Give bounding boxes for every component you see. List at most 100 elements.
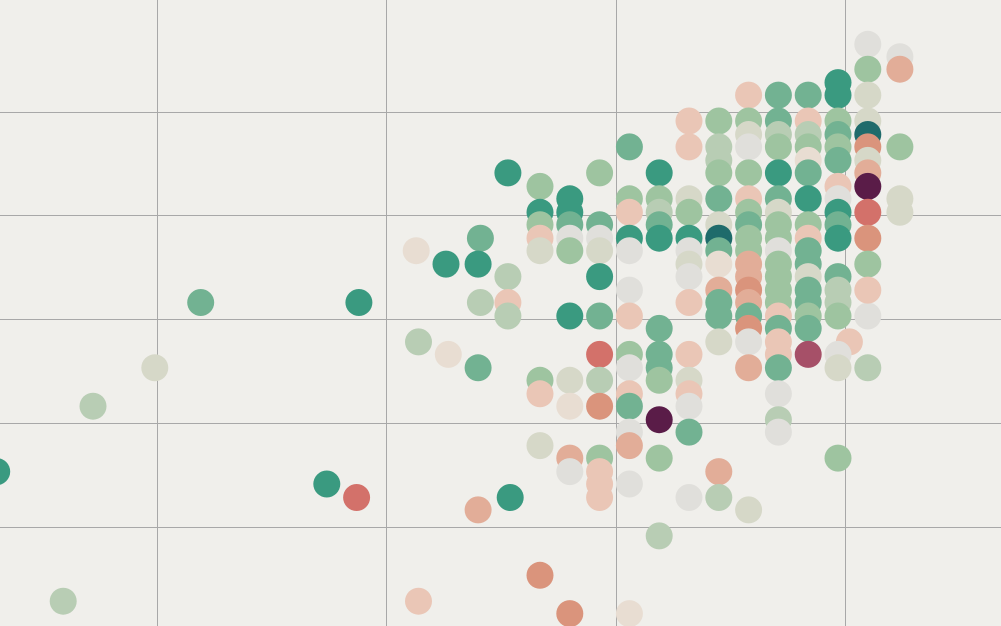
data-point-110 xyxy=(586,263,614,291)
data-point-6 xyxy=(735,81,763,109)
data-point-93 xyxy=(556,237,584,265)
data-point-101 xyxy=(432,250,460,278)
data-point-111 xyxy=(675,263,703,291)
data-point-67 xyxy=(886,198,914,226)
data-point-86 xyxy=(824,224,852,252)
data-points xyxy=(0,30,914,626)
data-point-132 xyxy=(494,302,522,330)
data-point-147 xyxy=(705,328,733,356)
data-point-92 xyxy=(526,237,554,265)
data-point-23 xyxy=(615,133,643,161)
data-point-102 xyxy=(464,250,492,278)
data-point-182 xyxy=(645,406,673,434)
data-point-211 xyxy=(556,600,584,626)
data-point-12 xyxy=(705,107,733,135)
data-point-4 xyxy=(886,55,914,83)
data-point-157 xyxy=(794,340,822,368)
data-point-167 xyxy=(464,354,492,382)
data-point-66 xyxy=(854,198,882,226)
data-point-159 xyxy=(434,340,462,368)
data-point-94 xyxy=(586,237,614,265)
data-point-45 xyxy=(526,172,554,200)
data-point-133 xyxy=(556,302,584,330)
data-point-39 xyxy=(705,159,733,187)
data-point-205 xyxy=(464,496,492,524)
data-point-174 xyxy=(526,380,554,408)
data-point-142 xyxy=(854,276,882,304)
data-point-152 xyxy=(586,340,614,368)
data-point-62 xyxy=(675,198,703,226)
data-point-135 xyxy=(615,302,643,330)
data-point-200 xyxy=(343,484,371,511)
data-point-195 xyxy=(705,458,733,486)
data-point-140 xyxy=(824,302,852,330)
data-point-155 xyxy=(675,340,703,368)
data-point-187 xyxy=(526,432,554,460)
data-point-146 xyxy=(794,314,822,342)
data-point-126 xyxy=(675,289,703,316)
data-point-162 xyxy=(735,354,763,382)
data-point-38 xyxy=(645,159,673,187)
data-point-108 xyxy=(854,250,882,278)
data-point-199 xyxy=(313,470,341,498)
data-point-141 xyxy=(854,302,882,330)
data-point-203 xyxy=(675,484,703,511)
data-point-209 xyxy=(49,587,77,615)
data-point-208 xyxy=(526,561,554,589)
data-point-11 xyxy=(675,107,703,135)
data-point-148 xyxy=(735,328,763,356)
data-point-160 xyxy=(615,354,643,382)
data-point-95 xyxy=(615,237,643,265)
data-point-77 xyxy=(466,224,494,252)
data-point-169 xyxy=(556,366,584,394)
data-point-109 xyxy=(494,263,522,291)
data-point-206 xyxy=(735,496,763,524)
data-point-60 xyxy=(615,198,643,226)
data-point-136 xyxy=(705,302,733,330)
data-point-104 xyxy=(705,250,733,278)
data-point-171 xyxy=(645,366,673,394)
data-point-196 xyxy=(0,458,11,485)
data-point-37 xyxy=(586,159,614,187)
data-point-210 xyxy=(405,587,432,615)
data-point-41 xyxy=(764,159,792,187)
data-point-207 xyxy=(645,522,673,550)
data-point-177 xyxy=(79,392,107,420)
data-point-192 xyxy=(824,444,852,472)
data-point-9 xyxy=(824,81,852,109)
data-point-47 xyxy=(854,172,882,200)
data-point-36 xyxy=(494,159,522,187)
data-point-134 xyxy=(586,302,614,330)
data-point-90 xyxy=(854,224,882,252)
data-point-181 xyxy=(675,392,703,420)
data-point-186 xyxy=(764,418,792,446)
data-point-173 xyxy=(764,380,792,408)
data-point-55 xyxy=(794,185,822,213)
data-point-42 xyxy=(794,159,822,187)
data-point-143 xyxy=(645,314,673,342)
data-point-180 xyxy=(615,392,643,420)
data-point-8 xyxy=(794,81,822,109)
data-point-34 xyxy=(824,146,852,174)
data-point-122 xyxy=(187,289,215,316)
data-point-27 xyxy=(764,133,792,161)
data-point-202 xyxy=(586,484,614,511)
data-point-124 xyxy=(466,289,494,316)
data-point-164 xyxy=(824,354,852,382)
data-point-3 xyxy=(854,55,882,83)
data-point-201 xyxy=(496,484,524,511)
data-point-188 xyxy=(615,432,643,460)
data-point-40 xyxy=(735,159,763,187)
data-point-31 xyxy=(886,133,914,161)
data-point-198 xyxy=(615,470,643,498)
data-point-10 xyxy=(854,81,882,109)
data-point-26 xyxy=(735,133,763,161)
data-point-116 xyxy=(615,276,643,304)
data-point-52 xyxy=(705,185,733,213)
data-point-178 xyxy=(556,392,584,420)
data-point-193 xyxy=(556,458,584,486)
data-point-7 xyxy=(764,81,792,109)
data-point-179 xyxy=(586,392,614,420)
data-point-151 xyxy=(405,328,432,356)
